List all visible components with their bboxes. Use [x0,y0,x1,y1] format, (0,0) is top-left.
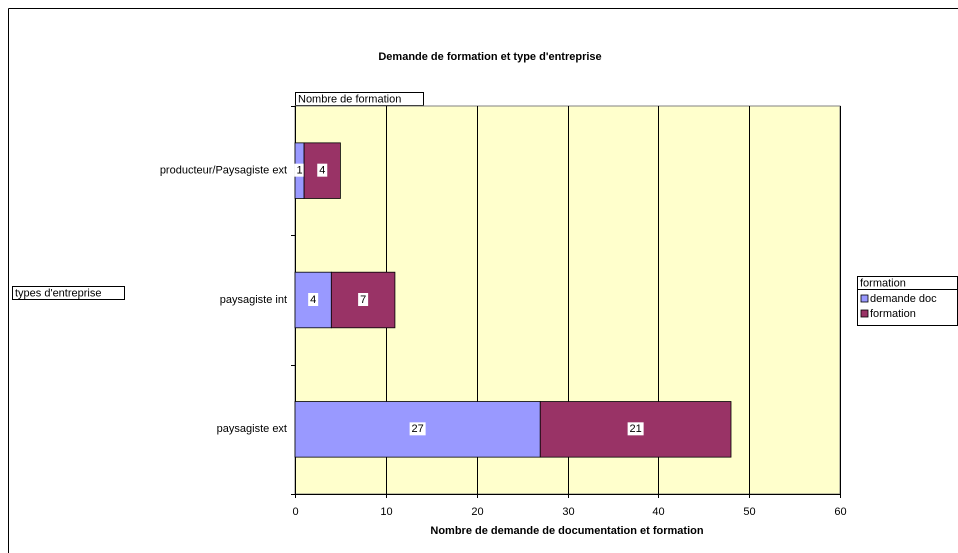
data-label: 1 [296,165,302,177]
legend-swatch [860,294,869,303]
data-label-box [317,163,328,177]
row-field-label: types d'entreprise [15,287,101,299]
x-axis-label: Nombre de demande de documentation et fo… [430,525,703,537]
legend [857,289,958,326]
data-label: 27 [412,423,424,435]
data-label: 4 [310,294,316,306]
y-tick-label: producteur/Paysagiste ext [160,165,287,177]
data-label-box [294,163,305,177]
x-tick-label: 10 [380,506,392,518]
chart-title: Demande de formation et type d'entrepris… [378,51,601,63]
y-tick-label: paysagiste ext [217,423,287,435]
data-label: 7 [360,294,366,306]
x-tick-label: 0 [292,506,298,518]
y-tick-label: paysagiste int [220,294,287,306]
data-label-box [409,422,426,436]
data-field-label: Nombre de formation [298,93,401,105]
legend-label: demande doc [870,293,937,305]
legend-title: formation [860,277,906,289]
data-label: 4 [319,165,325,177]
x-tick-label: 40 [652,506,664,518]
legend-label: formation [870,308,916,320]
x-tick-label: 30 [562,506,574,518]
legend-swatch [860,309,869,318]
x-tick-label: 60 [834,506,846,518]
x-tick-label: 20 [471,506,483,518]
data-label: 21 [630,423,642,435]
x-tick-label: 50 [743,506,755,518]
row-field-button[interactable] [12,286,125,300]
data-label-box [627,422,644,436]
data-label-box [308,293,319,306]
data-label-box [358,293,369,306]
